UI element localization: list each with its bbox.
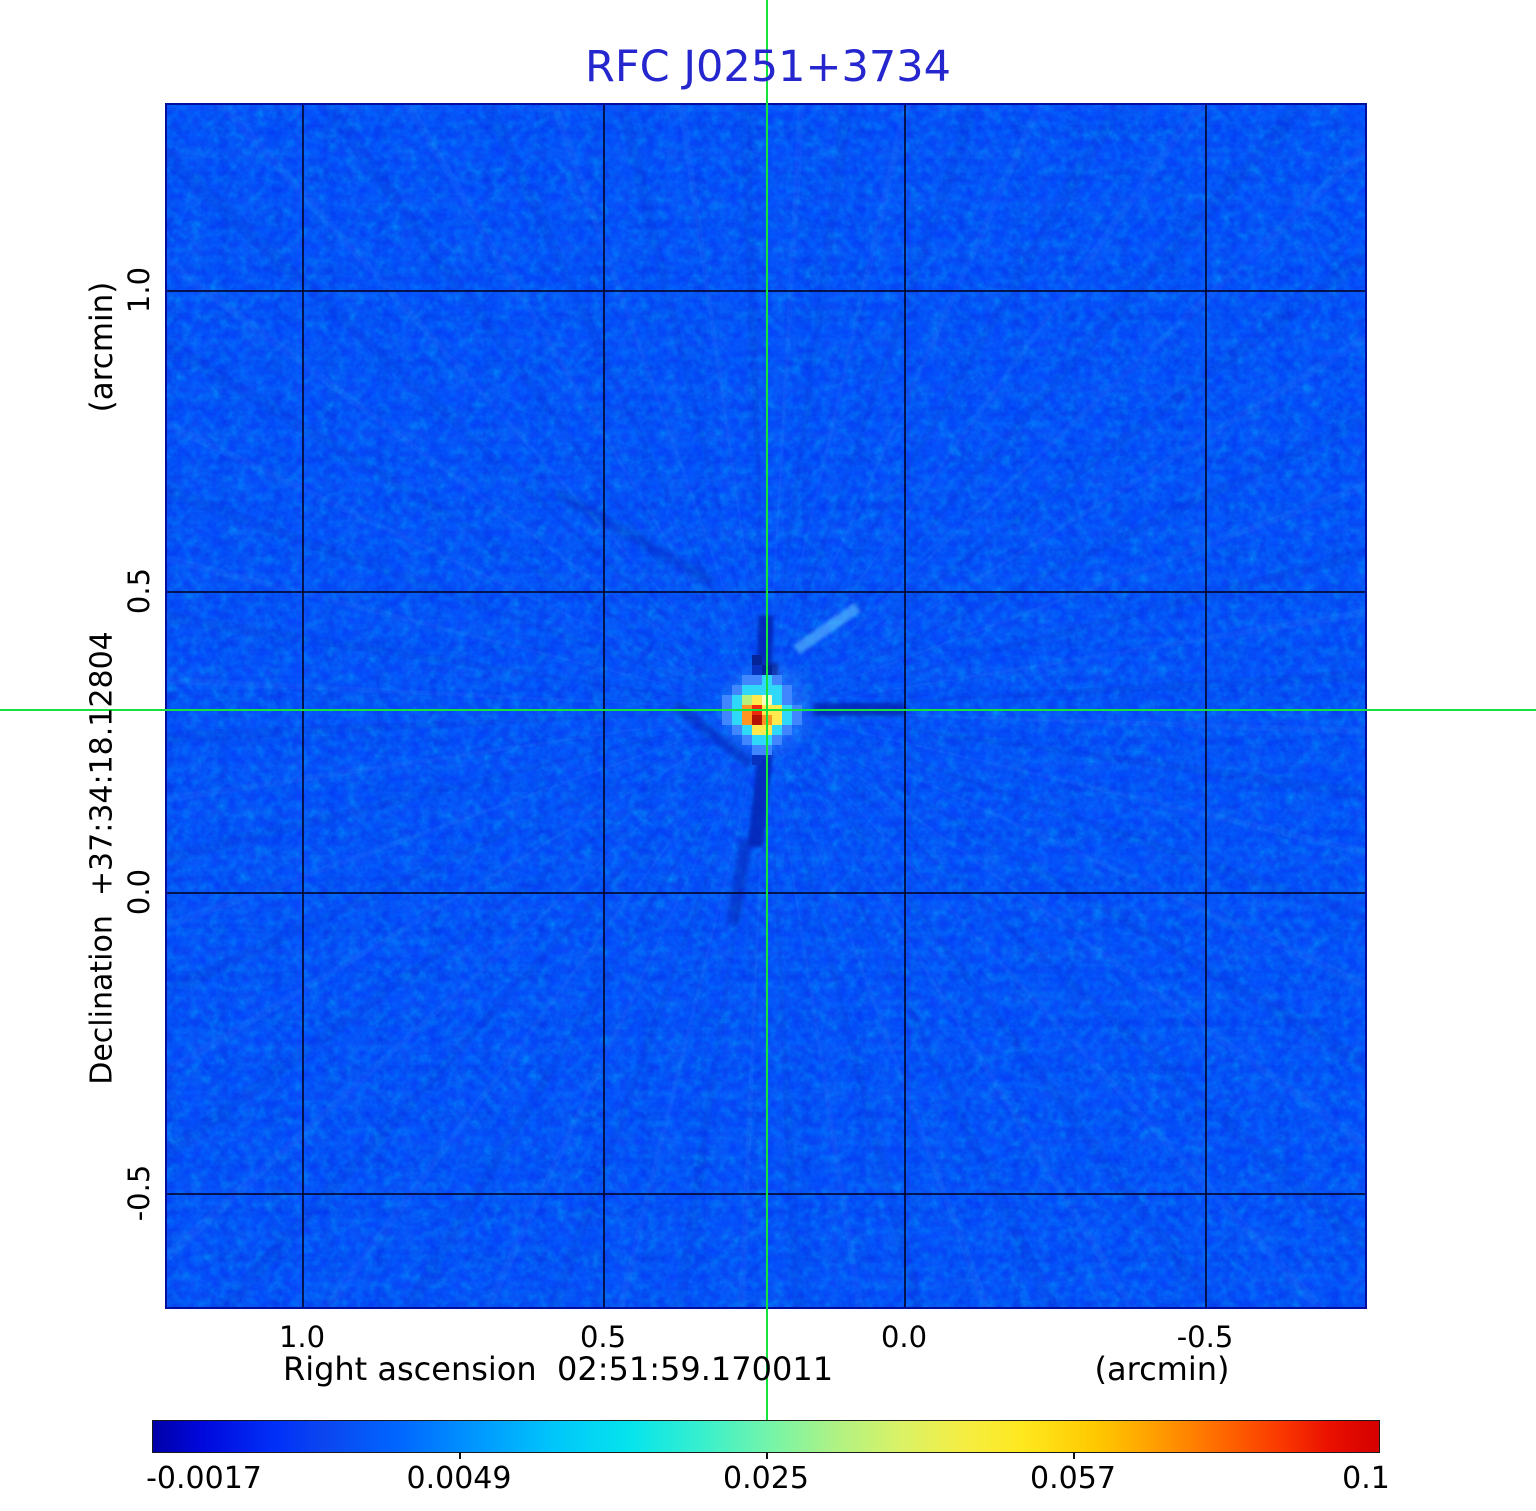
x-tick-label: 0.5 xyxy=(579,1320,627,1354)
colorbar-tick xyxy=(1073,1452,1075,1459)
colorbar-gradient xyxy=(152,1420,1380,1453)
grid-line-vertical xyxy=(302,103,304,1309)
grid-line-vertical xyxy=(1205,103,1207,1309)
crosshair-horizontal-line xyxy=(0,709,1536,711)
grid-line-vertical xyxy=(904,103,906,1309)
colorbar-tick-label: 0.0049 xyxy=(406,1461,512,1496)
colorbar-tick xyxy=(766,1452,768,1459)
y-axis-label: Declination +37:34:18.12804 xyxy=(84,631,120,1085)
colorbar-tick-label: 0.1 xyxy=(1342,1461,1390,1496)
y-tick-label: 0.0 xyxy=(122,868,156,916)
grid-line-vertical xyxy=(603,103,605,1309)
y-tick-label: 0.5 xyxy=(122,567,156,615)
colorbar-tick xyxy=(459,1452,461,1459)
y-axis-unit-label: (arcmin) xyxy=(84,281,120,413)
y-tick-label: -0.5 xyxy=(122,1164,156,1222)
x-axis-unit-label: (arcmin) xyxy=(1094,1350,1230,1388)
x-axis-label: Right ascension 02:51:59.170011 xyxy=(282,1350,834,1388)
colorbar-tick-label: 0.025 xyxy=(723,1461,809,1496)
y-tick-label: 1.0 xyxy=(122,266,156,314)
colorbar-tick-label: -0.0017 xyxy=(146,1461,262,1496)
figure-title: RFC J0251+3734 xyxy=(585,42,951,92)
x-tick-label: -0.5 xyxy=(1176,1320,1234,1354)
colorbar-tick-label: 0.057 xyxy=(1030,1461,1116,1496)
x-tick-label: 1.0 xyxy=(278,1320,326,1354)
x-tick-label: 0.0 xyxy=(880,1320,928,1354)
